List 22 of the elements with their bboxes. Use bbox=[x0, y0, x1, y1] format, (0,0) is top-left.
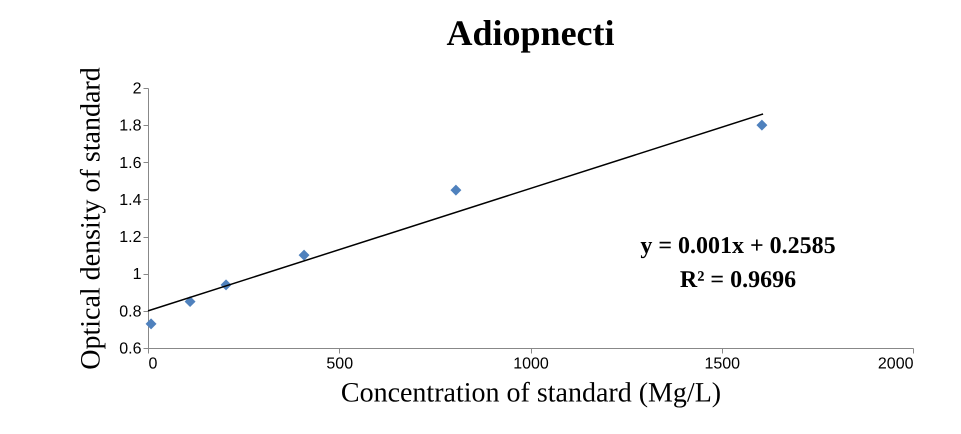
y-tick-label: 1.6 bbox=[119, 154, 142, 172]
y-tick-label: 0.6 bbox=[119, 340, 142, 358]
chart-title: Adiopnecti bbox=[446, 12, 615, 53]
x-tick-label: 1500 bbox=[704, 356, 740, 372]
point bbox=[450, 184, 462, 196]
y-tick-label: 1 bbox=[132, 266, 142, 284]
x-tick-label: 2000 bbox=[878, 356, 914, 372]
y-tick-label: 1.2 bbox=[119, 229, 142, 246]
y-tick-label: 1.4 bbox=[119, 192, 142, 209]
y-tick-label: 2 bbox=[132, 80, 142, 98]
point bbox=[756, 120, 768, 131]
y-tick-label: 0.8 bbox=[119, 303, 142, 320]
point bbox=[146, 318, 157, 330]
x-tick-label: 500 bbox=[326, 356, 354, 372]
y-tick-label: 1.8 bbox=[119, 118, 142, 135]
x-tick-label: 0 bbox=[148, 356, 158, 372]
x-axis-title: Concentration of standard (Mg/L) bbox=[340, 378, 722, 408]
y-axis-title: Optical density of standard bbox=[75, 67, 106, 370]
x-tick-label: 1000 bbox=[513, 356, 549, 372]
annotation: y = 0.001x + 0.2585 bbox=[640, 233, 836, 259]
point bbox=[298, 250, 310, 261]
annotation: R² = 0.9696 bbox=[680, 267, 796, 293]
